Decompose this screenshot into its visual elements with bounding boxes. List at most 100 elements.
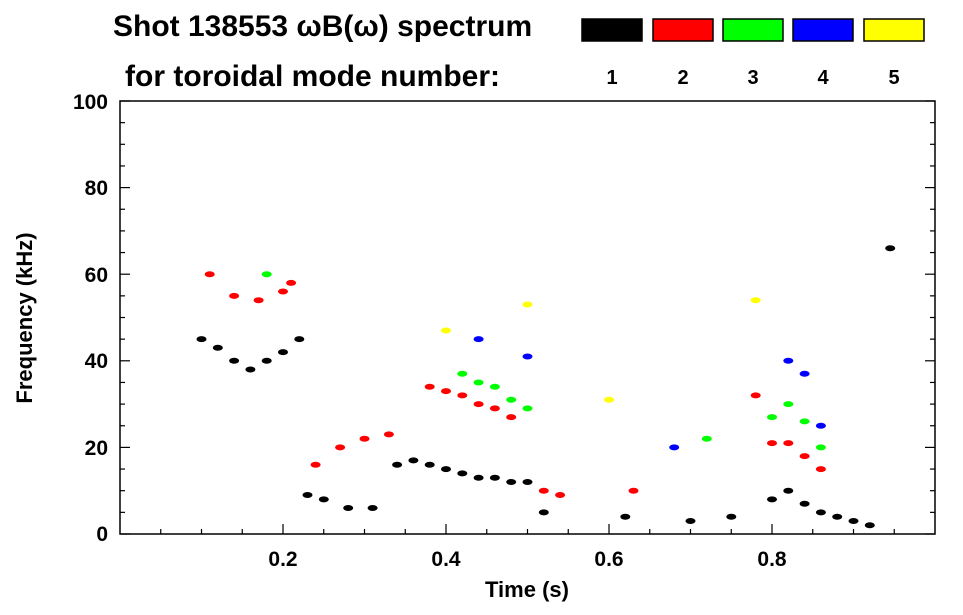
x-tick-labels: 0.2 0.4 0.6 0.8 [268,548,787,571]
n3-point-4 [506,396,517,403]
n1-point-5 [278,349,288,356]
y-axis-label: Frequency (kHz) [12,232,37,403]
n4-point-4 [799,370,810,377]
n1-point-7 [302,492,313,498]
n1-point-27 [815,509,826,516]
n4-point-5 [815,422,826,429]
n3-point-7 [767,414,777,421]
n5-point-0 [441,327,451,334]
n1-point-15 [457,470,468,477]
n1-point-20 [538,509,549,516]
n2-point-20 [783,440,794,447]
n1-point-19 [522,479,533,485]
n2-point-9 [424,383,435,390]
y-tick-labels: 0 20 40 60 80 100 [73,91,108,546]
n1-point-13 [424,461,435,468]
n2-point-22 [815,466,826,473]
spectrum-data [196,245,896,529]
n2-point-6 [335,444,346,451]
n1-point-1 [212,344,223,351]
y-tick-label-20: 20 [85,437,108,460]
n1-point-31 [885,245,896,252]
n1-point-6 [294,336,305,343]
n2-point-11 [457,392,468,399]
n1-point-0 [196,336,207,343]
n2-point-19 [767,440,777,447]
plot-frame [119,100,936,535]
n1-point-25 [783,487,794,494]
n2-point-7 [359,435,370,442]
n1-point-24 [767,496,777,503]
n1-point-30 [864,522,875,529]
n1-point-22 [685,518,696,524]
legend-swatch-1 [581,18,643,42]
y-tick-label-0: 0 [96,523,108,546]
n2-point-18 [750,392,761,399]
n2-point-12 [473,401,484,408]
n4-point-2 [669,444,680,451]
n4-point-3 [783,357,794,364]
y-tick-label-100: 100 [73,91,108,114]
n2-point-17 [628,487,639,494]
n2-point-16 [555,492,566,498]
n1-point-17 [489,474,500,481]
x-tick-label-0.2: 0.2 [268,548,297,571]
n1-point-14 [441,466,451,473]
n4-point-0 [473,336,484,343]
minor-ticks [120,100,935,535]
n1-point-12 [408,457,419,464]
y-tick-label-60: 60 [85,264,108,287]
legend-label-3: 3 [747,67,758,89]
legend-label-4: 4 [817,67,829,89]
n3-point-5 [522,405,533,412]
n3-point-9 [799,418,810,425]
n2-point-0 [204,271,215,278]
x-axis-label: Time (s) [485,577,569,602]
n1-point-8 [318,496,329,503]
n1-point-3 [245,366,256,373]
x-tick-label-0.8: 0.8 [757,548,787,571]
legend-label-2: 2 [677,67,688,89]
n1-point-9 [343,505,354,511]
n3-point-8 [783,401,794,408]
n1-point-21 [620,513,631,520]
n3-point-10 [815,444,826,451]
n2-point-15 [538,487,549,494]
n1-point-23 [726,513,737,520]
chart-title-line1: Shot 138553 ωB(ω) spectrum [113,10,532,43]
n5-point-1 [522,301,533,308]
n2-point-10 [441,388,451,395]
n3-point-0 [261,271,272,278]
n3-point-6 [701,435,712,442]
n5-point-2 [604,396,614,403]
chart-title-line2: for toroidal mode number: [125,60,500,93]
n2-point-4 [286,279,297,286]
n2-point-3 [278,288,288,295]
n1-point-18 [506,479,517,485]
n1-point-29 [848,518,859,524]
n2-point-14 [506,414,517,421]
legend-swatch-5 [863,18,925,42]
legend-label-1: 1 [606,67,617,89]
n2-point-5 [310,461,321,468]
n2-point-1 [229,292,240,299]
n2-point-8 [383,431,394,438]
legend-swatch-3 [722,18,784,42]
n1-point-11 [392,461,403,468]
n5-point-3 [750,297,761,304]
legend-swatch-2 [652,18,714,42]
y-tick-label-40: 40 [85,350,108,373]
n1-point-16 [473,474,484,481]
legend-label-5: 5 [888,67,899,89]
n3-point-3 [489,383,500,390]
n1-point-10 [367,505,378,511]
legend: 1 2 3 4 5 [581,18,925,89]
n2-point-13 [489,405,500,412]
n1-point-26 [799,500,810,507]
n2-point-21 [799,453,810,460]
legend-swatch-4 [792,18,854,42]
n2-point-2 [253,297,264,304]
n1-point-4 [261,357,272,364]
x-tick-label-0.4: 0.4 [431,548,461,571]
